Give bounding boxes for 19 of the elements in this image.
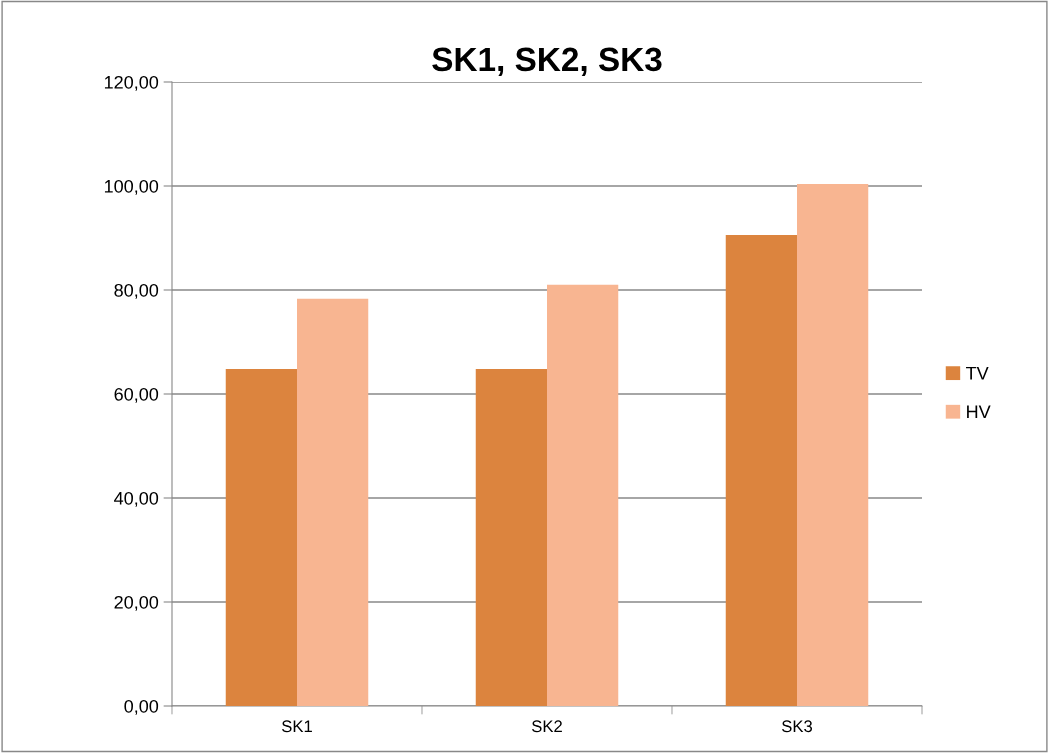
- y-tick-label: 60,00: [114, 387, 159, 403]
- y-tick-label: 80,00: [114, 283, 159, 299]
- y-tick-label: 100,00: [104, 179, 159, 195]
- y-tick-label: 40,00: [114, 491, 159, 507]
- y-tick-label: 20,00: [114, 595, 159, 611]
- y-tick-label: 120,00: [104, 75, 159, 91]
- x-tick-label: SK2: [532, 720, 562, 733]
- x-tick-label: SK3: [782, 720, 813, 733]
- legend-label: TV: [966, 367, 989, 380]
- chart-title: SK1, SK2, SK3: [432, 47, 662, 77]
- bar: [547, 284, 619, 706]
- bar: [475, 369, 547, 706]
- legend-label: HV: [967, 405, 991, 419]
- bar: [797, 183, 869, 706]
- bar: [297, 298, 369, 706]
- y-tick-label: 0,00: [124, 699, 159, 715]
- bar: [725, 234, 797, 706]
- bar: [225, 369, 297, 706]
- x-tick-label: SK1: [282, 720, 312, 733]
